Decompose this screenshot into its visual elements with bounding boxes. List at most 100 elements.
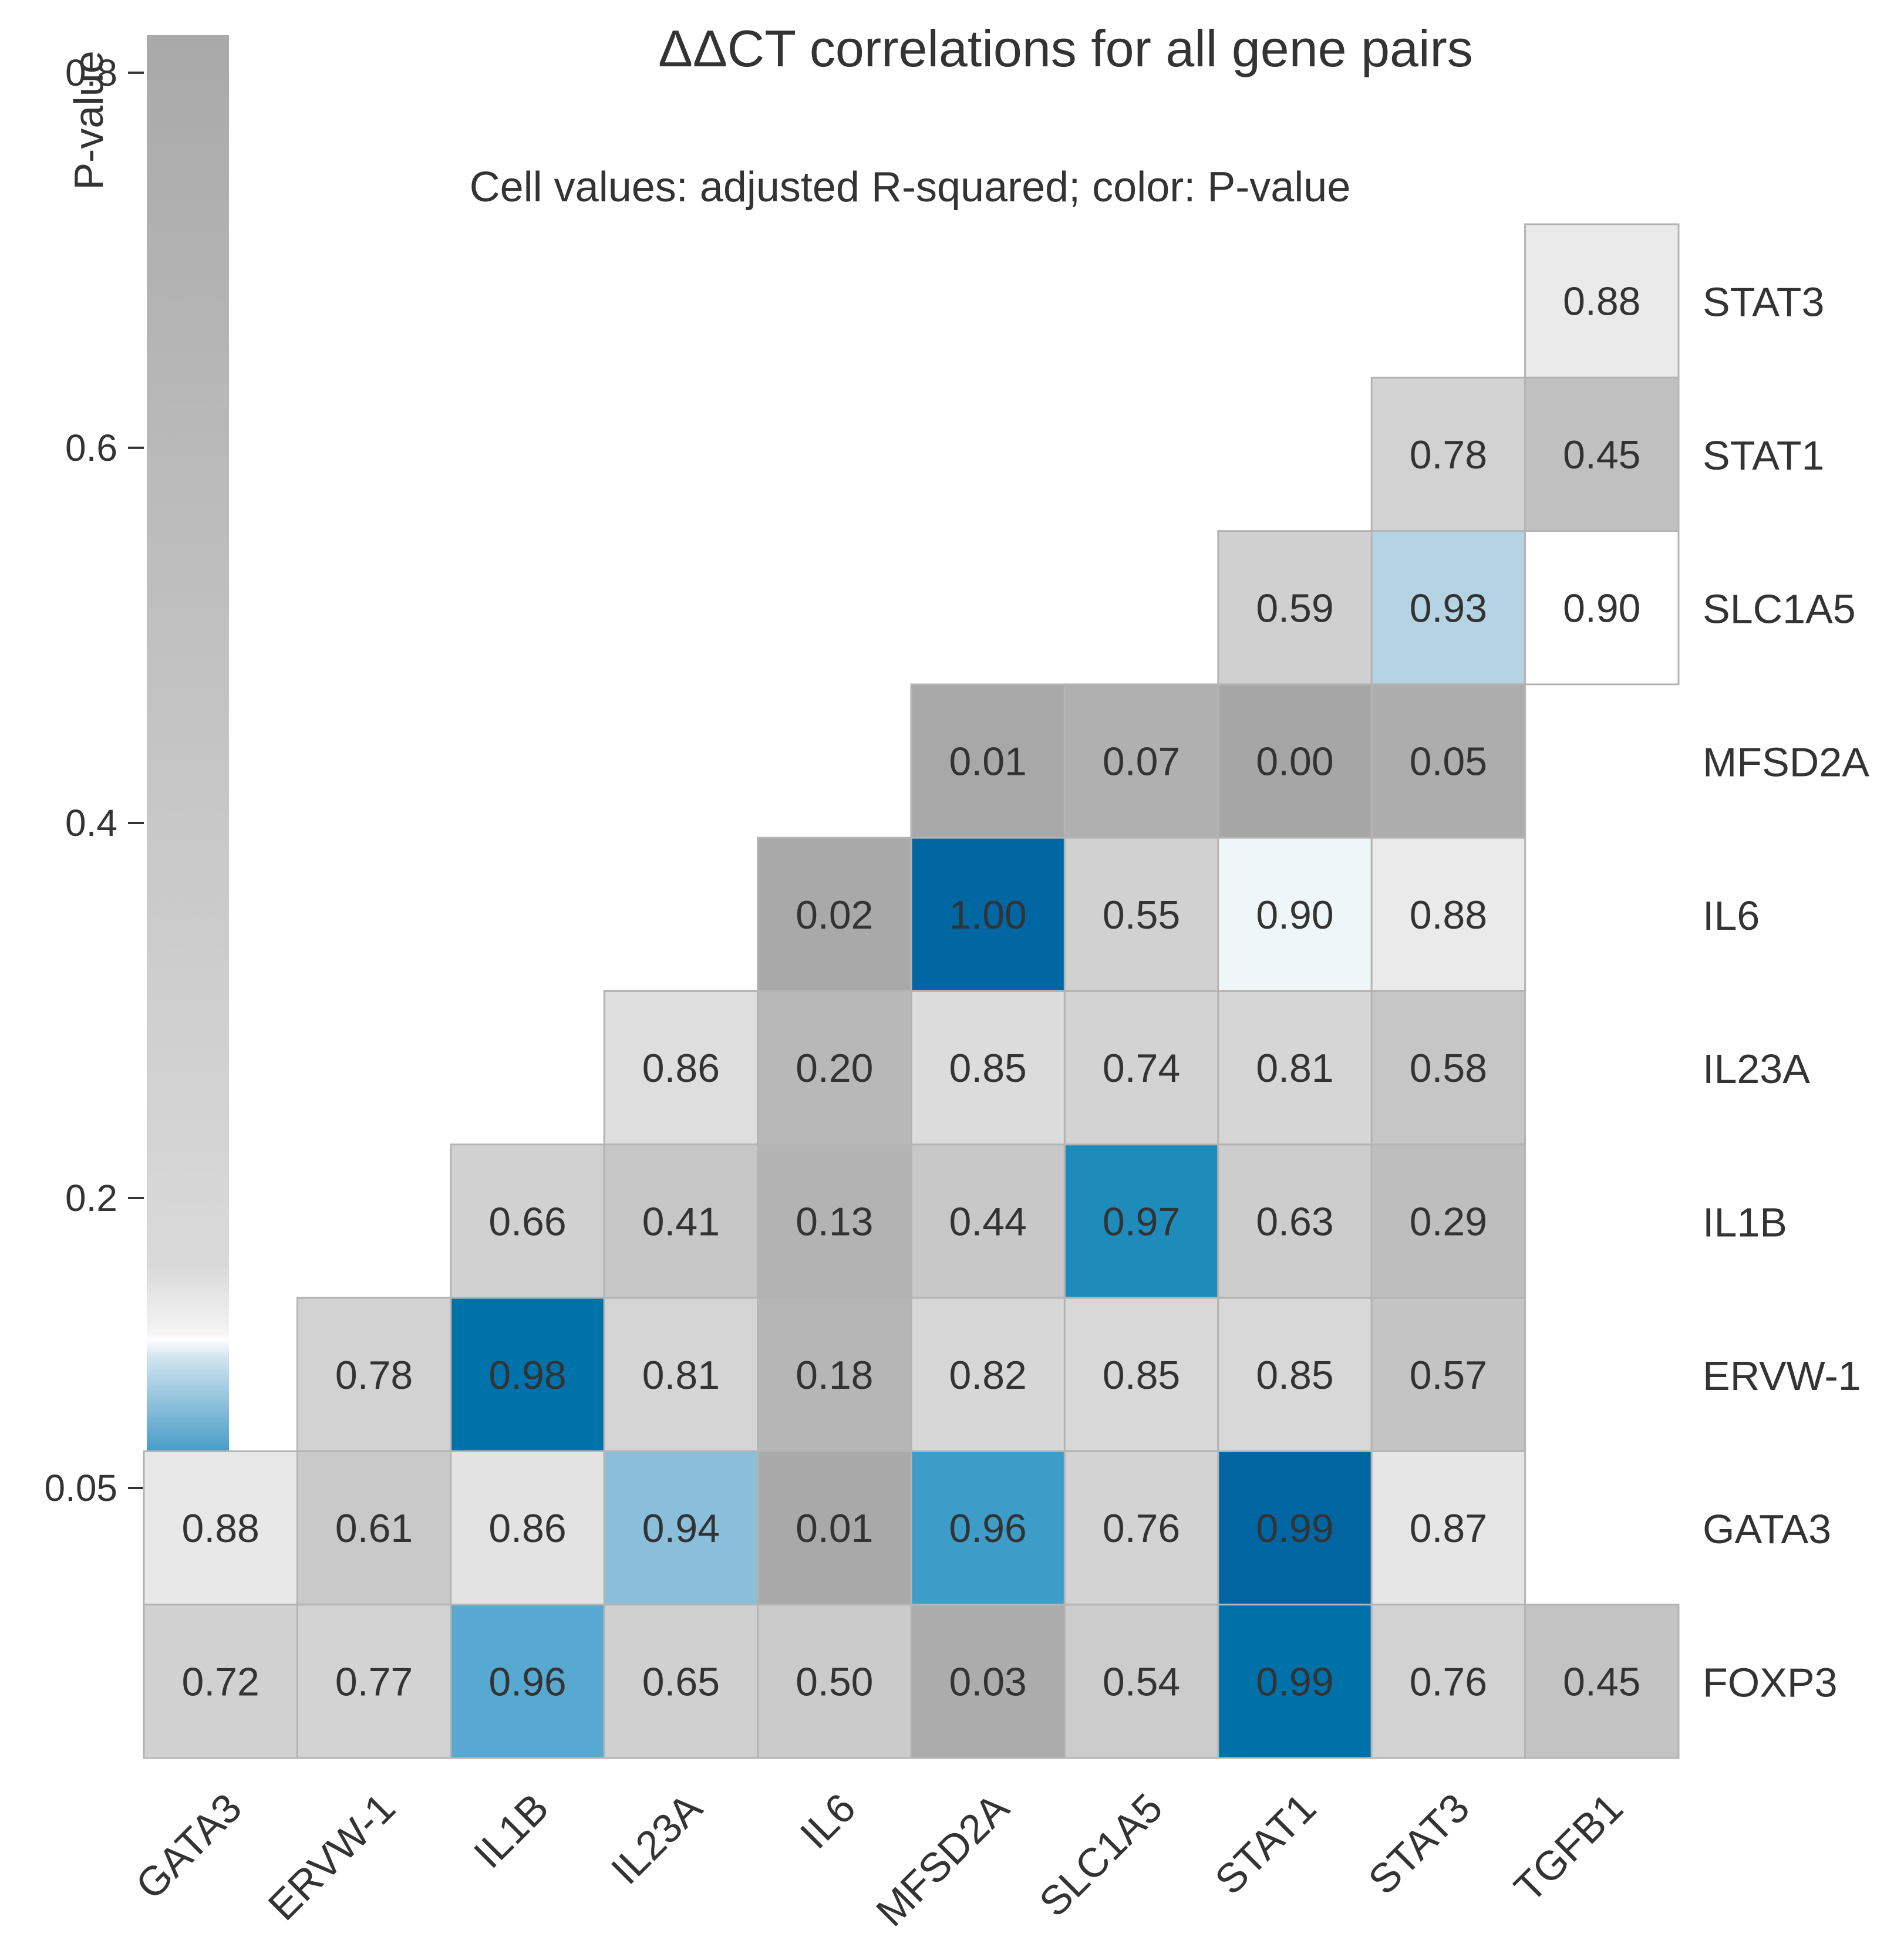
cell-gata3-stat1: [1217, 1450, 1373, 1606]
row-label-mfsd2a: MFSD2A: [1703, 740, 1869, 785]
cell-value-gata3-il1b: 0.86: [488, 1506, 566, 1551]
cell-value-il23a-slc1a5: 0.74: [1103, 1046, 1180, 1091]
cell-ervw-1-stat3: [1370, 1297, 1526, 1452]
cell-value-foxp3-stat3: 0.76: [1410, 1659, 1487, 1704]
cell-il6-mfsd2a: [910, 836, 1066, 992]
row-label-il6: IL6: [1703, 893, 1760, 939]
cell-gata3-stat3: [1370, 1450, 1526, 1606]
row-label-gata3: GATA3: [1703, 1506, 1831, 1552]
cell-stat1-tgfb1: [1524, 376, 1680, 532]
cell-stat3-tgfb1: [1524, 223, 1680, 379]
cell-value-il1b-mfsd2a: 0.44: [949, 1199, 1027, 1244]
cell-value-foxp3-stat1: 0.99: [1256, 1659, 1333, 1704]
row-labels: STAT3 STAT1 SLC1A5 MFSD2A IL6 IL23A IL1B ERVW-1…: [1703, 279, 1869, 1706]
column-label-slc1a5: SLC1A5: [1030, 1784, 1171, 1925]
legend-title: P-value: [66, 50, 112, 190]
cell-il23a-mfsd2a: [910, 990, 1066, 1146]
cell-value-stat3-tgfb1: 0.88: [1563, 279, 1640, 324]
cell-il1b-il6: [757, 1143, 912, 1299]
cell-value-gata3-il6: 0.01: [796, 1506, 873, 1551]
cell-gata3-il1b: [450, 1450, 605, 1606]
cell-value-il1b-stat1: 0.63: [1256, 1199, 1333, 1244]
column-label-ervw-1: ERVW-1: [260, 1784, 404, 1929]
cell-value-foxp3-slc1a5: 0.54: [1103, 1659, 1180, 1704]
cell-value-il23a-stat3: 0.58: [1410, 1046, 1487, 1091]
cell-value-ervw-1-stat3: 0.57: [1410, 1353, 1487, 1398]
cell-value-ervw-1-slc1a5: 0.85: [1103, 1353, 1180, 1398]
column-label-tgfb1: TGFB1: [1505, 1784, 1632, 1911]
column-labels: GATA3 ERVW-1 IL1B IL23A IL6 MFSD2A SLC1A5 STAT1…: [127, 1784, 1632, 1935]
cell-value-ervw-1-il6: 0.18: [796, 1353, 873, 1398]
cell-mfsd2a-mfsd2a: [910, 683, 1066, 839]
column-label-gata3: GATA3: [127, 1784, 250, 1908]
cell-value-il6-il6: 0.02: [796, 893, 873, 937]
cell-value-mfsd2a-stat3: 0.05: [1410, 740, 1487, 784]
cell-value-il23a-mfsd2a: 0.85: [949, 1046, 1027, 1091]
cell-value-foxp3-ervw-1: 0.77: [335, 1659, 413, 1704]
color-legend: P-value 0.8 0.6 0.4 0.2 0.05: [44, 35, 229, 1573]
cell-value-gata3-gata3: 0.88: [182, 1506, 260, 1551]
cell-value-gata3-stat3: 0.87: [1410, 1506, 1487, 1551]
cell-value-il6-stat1: 0.90: [1256, 893, 1333, 937]
cell-value-ervw-1-mfsd2a: 0.82: [949, 1353, 1027, 1398]
cell-il1b-stat1: [1217, 1143, 1373, 1299]
row-label-il1b: IL1B: [1703, 1199, 1787, 1245]
heatmap-cells: 0.88 0.78 0.45 0.59 0.93 0.90 0.01 0.07 0.00 0.05…: [143, 223, 1680, 1759]
cell-value-mfsd2a-stat1: 0.00: [1256, 740, 1333, 784]
chart-subtitle: Cell values: adjusted R-squared; color: …: [470, 164, 1351, 211]
cell-value-slc1a5-stat1: 0.59: [1256, 586, 1333, 630]
cell-ervw-1-stat1: [1217, 1297, 1373, 1452]
legend-tick-label: 0.05: [44, 1467, 117, 1509]
cell-ervw-1-slc1a5: [1063, 1297, 1219, 1452]
column-label-il23a: IL23A: [602, 1784, 711, 1893]
legend-tick-label: 0.8: [65, 52, 117, 94]
legend-tick-label: 0.4: [65, 802, 117, 844]
cell-value-gata3-ervw-1: 0.61: [335, 1506, 413, 1551]
cell-value-ervw-1-il23a: 0.81: [642, 1353, 720, 1398]
cell-value-mfsd2a-mfsd2a: 0.01: [949, 740, 1027, 784]
cell-value-foxp3-tgfb1: 0.45: [1563, 1659, 1640, 1704]
cell-value-il1b-il23a: 0.41: [642, 1199, 720, 1244]
cell-value-il1b-il1b: 0.66: [488, 1199, 566, 1244]
cell-foxp3-il6: [757, 1604, 912, 1759]
cell-il6-stat1: [1217, 836, 1373, 992]
cell-value-il1b-il6: 0.13: [796, 1199, 873, 1244]
cell-foxp3-il1b: [450, 1604, 605, 1759]
row-label-foxp3: FOXP3: [1703, 1659, 1838, 1705]
cell-gata3-ervw-1: [296, 1450, 452, 1606]
cell-value-slc1a5-stat3: 0.93: [1410, 586, 1487, 630]
cell-value-il1b-stat3: 0.29: [1410, 1199, 1487, 1244]
cell-gata3-slc1a5: [1063, 1450, 1219, 1606]
legend-tick-label: 0.2: [65, 1177, 117, 1219]
cell-value-il6-mfsd2a: 1.00: [949, 893, 1027, 937]
cell-gata3-il23a: [603, 1450, 759, 1606]
cell-value-ervw-1-ervw-1: 0.78: [335, 1353, 413, 1398]
cell-mfsd2a-stat3: [1370, 683, 1526, 839]
cell-value-il6-slc1a5: 0.55: [1103, 893, 1180, 937]
column-label-stat1: STAT1: [1206, 1784, 1325, 1903]
cell-value-gata3-mfsd2a: 0.96: [949, 1506, 1027, 1551]
column-label-il6: IL6: [791, 1784, 864, 1857]
cell-il23a-il23a: [603, 990, 759, 1146]
cell-value-foxp3-il1b: 0.96: [488, 1659, 566, 1704]
legend-ticks: 0.8 0.6 0.4 0.2 0.05: [44, 52, 144, 1509]
cell-value-ervw-1-il1b: 0.98: [488, 1353, 566, 1398]
cell-value-foxp3-mfsd2a: 0.03: [949, 1659, 1027, 1704]
row-label-stat1: STAT1: [1703, 433, 1824, 478]
cell-value-il1b-slc1a5: 0.97: [1103, 1199, 1180, 1244]
cell-foxp3-tgfb1: [1524, 1604, 1680, 1759]
row-label-slc1a5: SLC1A5: [1703, 586, 1856, 632]
row-label-il23a: IL23A: [1703, 1046, 1810, 1092]
cell-value-mfsd2a-slc1a5: 0.07: [1103, 740, 1180, 784]
cell-value-foxp3-il6: 0.50: [796, 1659, 873, 1704]
cell-value-slc1a5-tgfb1: 0.90: [1563, 586, 1640, 630]
legend-tick-label: 0.6: [65, 427, 117, 469]
cell-slc1a5-tgfb1: [1524, 530, 1680, 686]
cell-value-ervw-1-stat1: 0.85: [1256, 1353, 1333, 1398]
cell-il1b-slc1a5: [1063, 1143, 1219, 1299]
cell-foxp3-stat1: [1217, 1604, 1373, 1759]
cell-il1b-mfsd2a: [910, 1143, 1066, 1299]
cell-foxp3-mfsd2a: [910, 1604, 1066, 1759]
cell-il23a-slc1a5: [1063, 990, 1219, 1146]
